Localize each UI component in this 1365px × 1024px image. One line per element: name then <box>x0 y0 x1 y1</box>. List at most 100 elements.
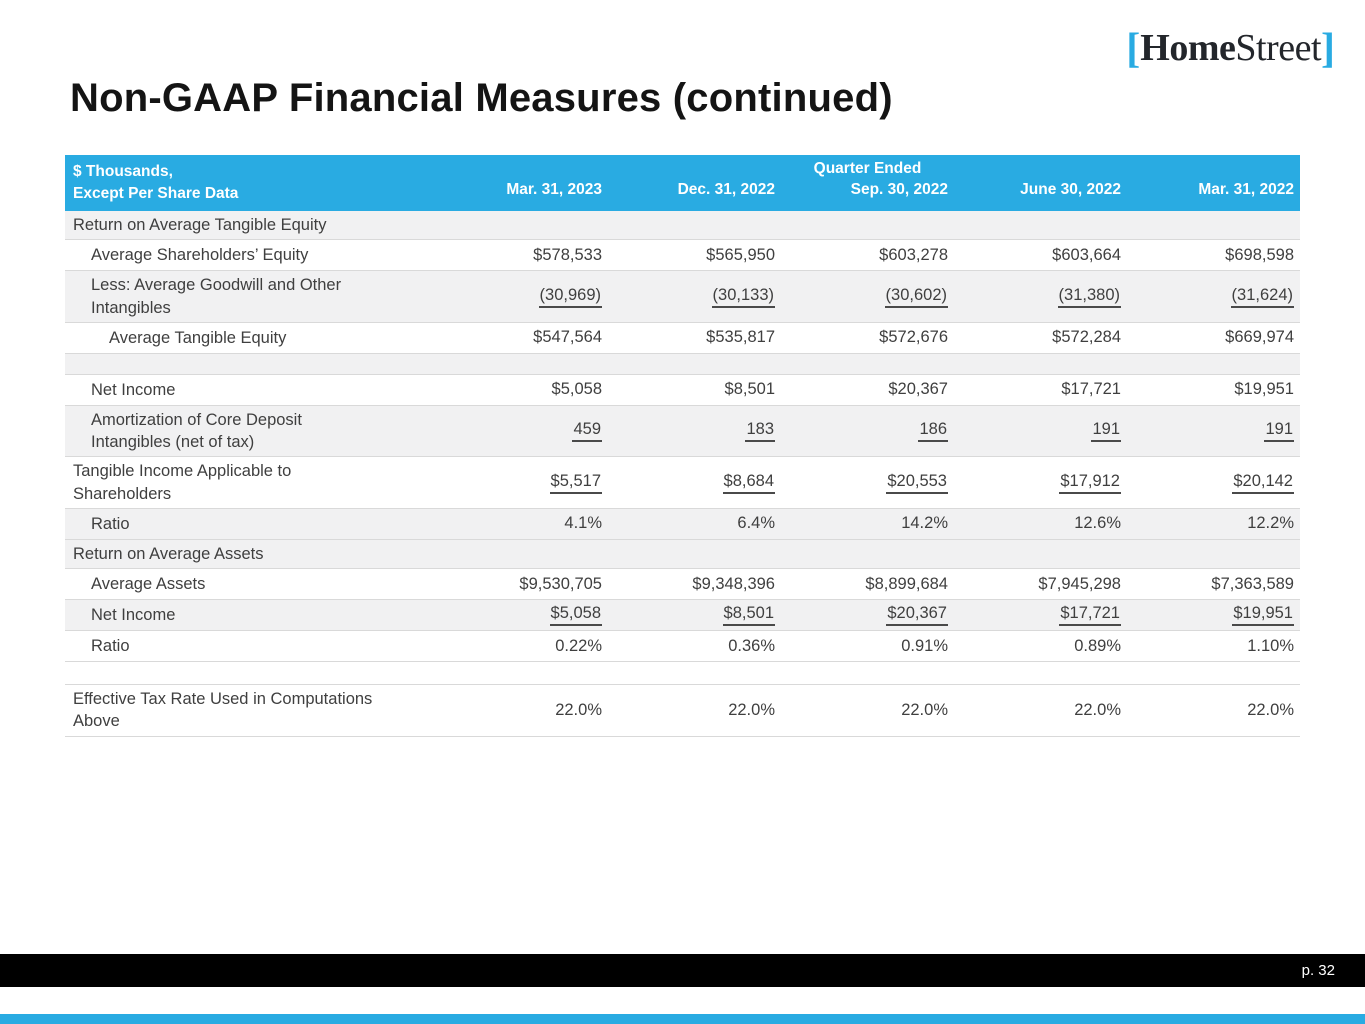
cell-value: (30,969) <box>435 286 608 308</box>
cell-value: 12.2% <box>1247 514 1294 533</box>
cell-value: $669,974 <box>1225 328 1294 347</box>
cell-value: $5,058 <box>551 380 602 399</box>
cell-value: 459 <box>435 420 608 443</box>
cell-value: $20,367 <box>888 380 948 399</box>
cell-value: 22.0% <box>1247 700 1294 719</box>
cell-value: 22.0% <box>555 700 602 719</box>
cell-value: $7,945,298 <box>1038 574 1121 593</box>
financial-measures-table: $ Thousands, Except Per Share Data Quart… <box>65 155 1300 737</box>
row-label: Effective Tax Rate Used in Computations … <box>73 690 373 731</box>
row-label: Return on Average Assets <box>73 544 264 563</box>
table-row: Tangible Income Applicable to Shareholde… <box>65 457 1300 509</box>
row-label: Average Tangible Equity <box>109 328 287 347</box>
column-header: June 30, 2022 <box>1020 181 1121 198</box>
logo-home-text: Home <box>1140 27 1236 69</box>
cell-value: $20,142 <box>1127 472 1300 494</box>
cell-value: $8,501 <box>608 604 781 627</box>
cell-value: $547,564 <box>533 328 602 347</box>
cell-value: $8,684 <box>608 472 781 494</box>
quarter-header-group: Quarter Ended Mar. 31, 2023 Dec. 31, 202… <box>435 155 1300 211</box>
cell-value: $7,363,589 <box>1211 574 1294 593</box>
row-label: Return on Average Tangible Equity <box>73 216 327 234</box>
cell-value: (30,133) <box>608 286 781 308</box>
row-label: Net Income <box>91 605 176 624</box>
table-header-row: $ Thousands, Except Per Share Data Quart… <box>65 155 1300 211</box>
cell-value: $565,950 <box>706 245 775 264</box>
units-label-line2: Except Per Share Data <box>73 185 239 203</box>
footer-bar: p. 32 <box>0 954 1365 987</box>
bottom-accent-bar <box>0 1014 1365 1024</box>
table-row: Amortization of Core Deposit Intangibles… <box>65 405 1300 458</box>
table-row: Less: Average Goodwill and Other Intangi… <box>65 271 1300 323</box>
row-label: Average Assets <box>91 574 206 593</box>
cell-value: 22.0% <box>1074 700 1121 719</box>
table-row-spacer <box>65 662 1300 686</box>
cell-value: $19,951 <box>1234 380 1294 399</box>
cell-value: 6.4% <box>737 514 775 533</box>
cell-value: $572,284 <box>1052 328 1121 347</box>
units-label: $ Thousands, Except Per Share Data <box>65 155 435 211</box>
cell-value: $572,676 <box>879 328 948 347</box>
cell-value: $603,664 <box>1052 245 1121 264</box>
cell-value: $8,501 <box>724 380 775 399</box>
cell-value: $5,517 <box>435 472 608 494</box>
logo-right-bracket: ] <box>1321 26 1335 72</box>
row-label: Ratio <box>91 636 130 655</box>
cell-value: 183 <box>608 420 781 443</box>
cell-value: $20,367 <box>781 604 954 627</box>
cell-value: $17,721 <box>954 604 1127 627</box>
table-row: Average Assets $9,530,705 $9,348,396 $8,… <box>65 569 1300 601</box>
units-label-line1: $ Thousands, <box>73 163 173 180</box>
cell-value: $9,530,705 <box>519 574 602 593</box>
cell-value: $17,721 <box>1061 380 1121 399</box>
row-label: Amortization of Core Deposit Intangibles… <box>91 410 302 452</box>
cell-value: 14.2% <box>901 514 948 533</box>
column-header: Sep. 30, 2022 <box>850 181 948 198</box>
row-label: Ratio <box>91 514 130 533</box>
logo-left-bracket: [ <box>1126 26 1141 72</box>
table-row: Average Tangible Equity $547,564 $535,81… <box>65 322 1300 354</box>
cell-value: (30,602) <box>781 286 954 308</box>
cell-value: 22.0% <box>901 700 948 719</box>
row-label: Net Income <box>91 380 176 399</box>
table-row: Net Income $5,058 $8,501 $20,367 $17,721… <box>65 600 1300 632</box>
cell-value: $5,058 <box>435 604 608 627</box>
column-header: Dec. 31, 2022 <box>677 181 775 198</box>
cell-value: (31,624) <box>1127 286 1300 308</box>
cell-value: $535,817 <box>706 328 775 347</box>
table-row-spacer <box>65 353 1300 375</box>
column-header: Mar. 31, 2023 <box>506 181 602 198</box>
cell-value: 12.6% <box>1074 514 1121 533</box>
table-row-section: Return on Average Tangible Equity <box>65 211 1300 241</box>
column-headers: Mar. 31, 2023 Dec. 31, 2022 Sep. 30, 202… <box>435 181 1300 199</box>
cell-value: 0.22% <box>555 636 602 655</box>
cell-value: $17,912 <box>954 472 1127 494</box>
cell-value: 0.89% <box>1074 636 1121 655</box>
row-label: Average Shareholders’ Equity <box>91 246 309 265</box>
table-row: Ratio 4.1% 6.4% 14.2% 12.6% 12.2% <box>65 508 1300 540</box>
table-row: Ratio 0.22% 0.36% 0.91% 0.89% 1.10% <box>65 631 1300 663</box>
quarter-ended-label: Quarter Ended <box>813 160 922 177</box>
cell-value: $8,899,684 <box>865 574 948 593</box>
page-number: p. 32 <box>1301 962 1335 979</box>
logo-street-text: Street <box>1235 27 1321 69</box>
table-row: Effective Tax Rate Used in Computations … <box>65 685 1300 737</box>
table-row: Average Shareholders’ Equity $578,533 $5… <box>65 240 1300 272</box>
cell-value: 186 <box>781 420 954 443</box>
cell-value: $9,348,396 <box>692 574 775 593</box>
row-label: Tangible Income Applicable to Shareholde… <box>73 462 292 503</box>
cell-value: $603,278 <box>879 245 948 264</box>
cell-value: 4.1% <box>564 514 602 533</box>
cell-value: 191 <box>1127 420 1300 443</box>
table-row-section: Return on Average Assets <box>65 539 1300 570</box>
cell-value: $578,533 <box>533 245 602 264</box>
cell-value: 1.10% <box>1247 636 1294 655</box>
cell-value: $19,951 <box>1127 604 1300 627</box>
row-label: Less: Average Goodwill and Other Intangi… <box>91 276 342 317</box>
cell-value: 22.0% <box>728 700 775 719</box>
cell-value: $698,598 <box>1225 245 1294 264</box>
table-row: Net Income $5,058 $8,501 $20,367 $17,721… <box>65 374 1300 406</box>
page-title: Non-GAAP Financial Measures (continued) <box>70 76 893 120</box>
cell-value: $20,553 <box>781 472 954 494</box>
cell-value: 0.91% <box>901 636 948 655</box>
